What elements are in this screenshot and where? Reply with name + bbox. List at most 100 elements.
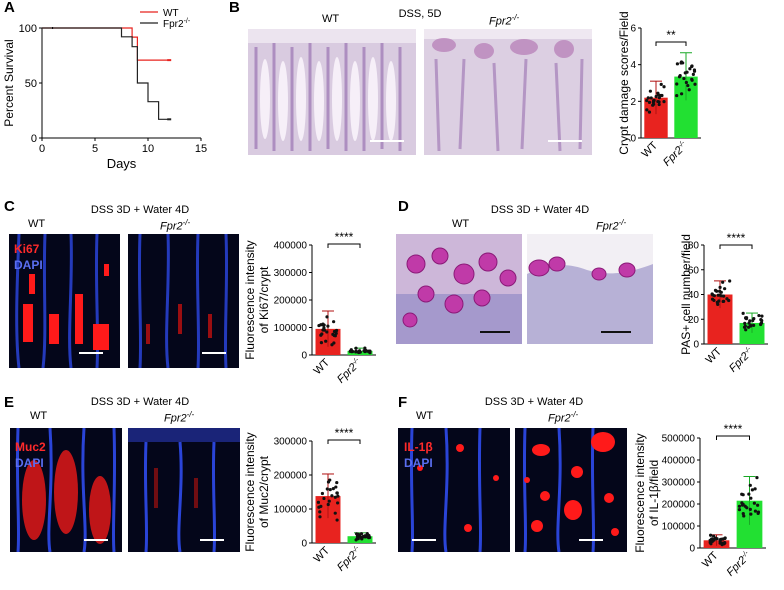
significance-bracket bbox=[327, 439, 361, 444]
data-point bbox=[743, 324, 747, 328]
data-point bbox=[748, 483, 752, 487]
y-tick-label: 4 bbox=[630, 60, 636, 71]
fluorescence-image-f-ko bbox=[515, 428, 627, 552]
significance-label: **** bbox=[727, 231, 746, 245]
data-point bbox=[645, 108, 649, 112]
data-point bbox=[332, 341, 336, 345]
data-point bbox=[367, 535, 372, 540]
stain-label-il1b: IL-1β bbox=[404, 440, 433, 454]
significance-bracket bbox=[655, 41, 687, 46]
data-point bbox=[690, 64, 694, 68]
histology-image-b-ko bbox=[424, 29, 592, 155]
data-point bbox=[317, 323, 321, 328]
category-label: WT bbox=[700, 549, 721, 570]
panel-b-wt-label: WT bbox=[322, 13, 340, 25]
panel-label-b: B bbox=[229, 0, 240, 16]
data-point bbox=[366, 533, 370, 537]
data-point bbox=[331, 487, 335, 491]
scale-bar bbox=[79, 352, 103, 354]
data-point bbox=[692, 69, 697, 73]
y-tick-label: 300000 bbox=[662, 478, 696, 489]
histology-image-b-wt bbox=[248, 29, 416, 155]
y-axis-label-2: of Ki67/crypt bbox=[257, 266, 271, 333]
data-point bbox=[721, 280, 725, 284]
y-tick-label: 60 bbox=[688, 265, 700, 276]
data-point bbox=[354, 350, 358, 354]
data-point bbox=[325, 315, 329, 319]
data-point bbox=[649, 96, 653, 100]
data-point bbox=[321, 322, 325, 326]
data-point bbox=[647, 100, 652, 104]
bar-ko bbox=[674, 76, 698, 138]
data-point bbox=[744, 316, 748, 320]
fluorescence-image-e-wt: Muc2 DAPI bbox=[10, 428, 122, 552]
data-point bbox=[675, 82, 679, 86]
data-point bbox=[335, 518, 339, 522]
data-point bbox=[318, 510, 322, 514]
y-tick-label: 0 bbox=[301, 351, 307, 362]
panel-b-ko-label: Fpr2-/- bbox=[489, 13, 520, 28]
data-point bbox=[712, 298, 716, 303]
y-tick-label: 2 bbox=[630, 97, 636, 108]
x-tick-label: 10 bbox=[142, 143, 154, 155]
data-point bbox=[759, 322, 763, 327]
data-point bbox=[759, 318, 763, 322]
data-point bbox=[687, 88, 691, 92]
data-point bbox=[368, 349, 372, 353]
data-point bbox=[686, 83, 690, 88]
data-point bbox=[333, 495, 337, 499]
panel-e-wt-label: WT bbox=[30, 410, 48, 422]
data-point bbox=[335, 480, 339, 485]
y-tick-label: 40 bbox=[688, 290, 700, 301]
data-point bbox=[682, 76, 686, 81]
y-tick-label: 0 bbox=[630, 134, 636, 145]
y-axis-label-2: of IL-1β/field bbox=[647, 460, 661, 526]
y-tick-label: 0 bbox=[31, 133, 37, 145]
data-point bbox=[756, 511, 760, 515]
data-point bbox=[656, 93, 660, 97]
data-point bbox=[717, 299, 721, 303]
data-point bbox=[333, 511, 337, 515]
data-point bbox=[712, 294, 716, 298]
stain-label-ki67: Ki67 bbox=[14, 242, 40, 256]
data-point bbox=[740, 492, 744, 496]
category-label: Fpr2-/- bbox=[724, 549, 754, 579]
data-point bbox=[325, 330, 329, 334]
data-point bbox=[712, 534, 716, 538]
data-point bbox=[753, 487, 757, 491]
data-point bbox=[675, 62, 680, 66]
data-point bbox=[693, 82, 697, 86]
data-point bbox=[741, 311, 745, 315]
y-tick-label: 500000 bbox=[662, 434, 696, 445]
data-point bbox=[326, 502, 330, 507]
significance-label: **** bbox=[724, 422, 743, 436]
data-point bbox=[749, 496, 753, 500]
series-line-ko bbox=[42, 27, 170, 120]
data-point bbox=[330, 494, 334, 498]
significance-bracket bbox=[716, 435, 750, 440]
data-point bbox=[360, 537, 364, 541]
data-point bbox=[349, 349, 353, 353]
scale-bar bbox=[480, 331, 510, 333]
data-point bbox=[647, 110, 652, 114]
y-tick-label: 50 bbox=[25, 78, 37, 90]
data-point bbox=[750, 488, 754, 492]
data-point bbox=[753, 509, 758, 513]
data-point bbox=[651, 103, 655, 107]
data-point bbox=[646, 96, 650, 100]
stain-label-dapi: DAPI bbox=[14, 258, 43, 272]
legend-label: Fpr2-/- bbox=[163, 18, 191, 30]
data-point bbox=[336, 494, 340, 498]
stain-label-dapi: DAPI bbox=[404, 456, 433, 470]
y-tick-label: 200000 bbox=[274, 296, 308, 307]
y-tick-label: 20 bbox=[688, 315, 700, 326]
data-point bbox=[327, 499, 331, 503]
data-point bbox=[715, 289, 719, 293]
data-point bbox=[718, 541, 722, 545]
y-axis-label: Crypt damage scores/Field bbox=[617, 11, 631, 154]
data-point bbox=[657, 102, 661, 107]
